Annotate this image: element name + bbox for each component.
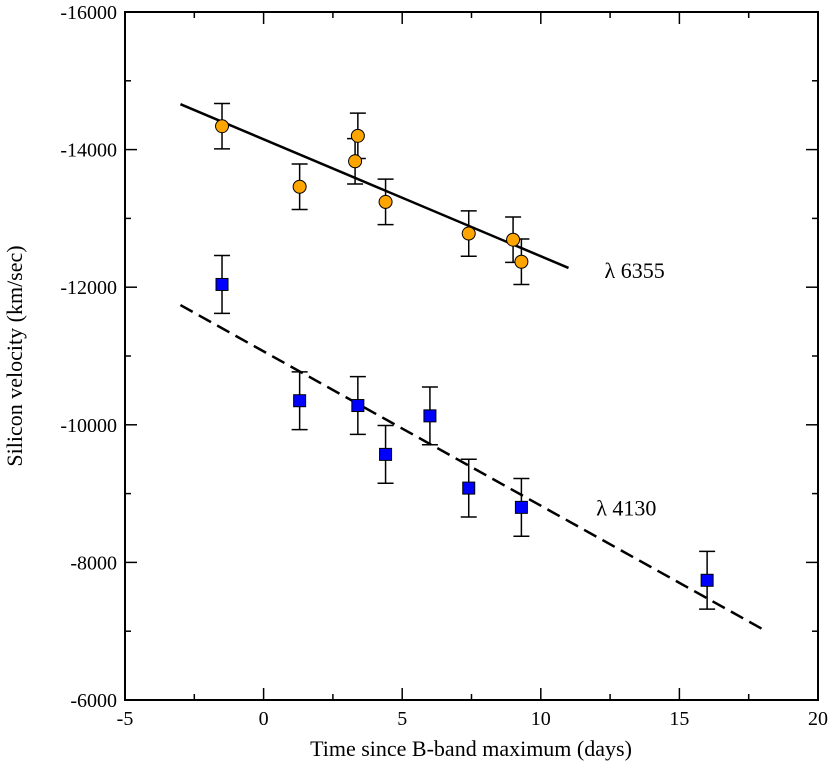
y-tick-label: -6000 — [70, 690, 117, 712]
point-6355-circle — [514, 254, 529, 269]
point-6355-circle — [215, 119, 230, 134]
error-bars — [214, 102, 716, 610]
x-tick-label: 0 — [259, 708, 269, 730]
axis-ticks: -5 0 5 10 15 20 -6000 -8000 -10000 -12000 -14000 -1… — [60, 2, 828, 730]
point-6355-circle — [461, 226, 476, 241]
fit-line-6355 — [179, 103, 570, 270]
series-annotation: λ 6355 — [605, 258, 665, 283]
fit-line-4130 — [179, 303, 764, 631]
y-tick-label: -14000 — [60, 140, 117, 162]
x-tick-label: -5 — [117, 708, 134, 730]
fit-lines — [179, 103, 764, 631]
point-4130-square — [379, 447, 393, 461]
x-tick-label: 15 — [669, 708, 689, 730]
y-axis-label: Silicon velocity (km/sec) — [2, 245, 27, 466]
point-4130-square — [462, 481, 476, 495]
annotations: λ 6355 λ 4130 — [596, 258, 664, 520]
x-tick-label: 5 — [397, 708, 407, 730]
y-tick-label: -10000 — [60, 415, 117, 437]
point-6355-circle — [292, 179, 307, 194]
point-6355-circle — [348, 154, 363, 169]
point-4130-square — [700, 573, 714, 587]
point-6355-circle — [378, 194, 393, 209]
data-points — [215, 119, 714, 587]
x-axis-label: Time since B-band maximum (days) — [310, 736, 632, 761]
y-tick-label: -8000 — [70, 552, 117, 574]
point-6355-circle — [506, 232, 521, 247]
y-tick-label: -12000 — [60, 277, 117, 299]
point-4130-square — [351, 399, 365, 413]
point-4130-square — [423, 409, 437, 423]
series-annotation: λ 4130 — [596, 495, 656, 520]
point-4130-square — [215, 277, 229, 291]
point-4130-square — [514, 500, 528, 514]
x-tick-label: 20 — [808, 708, 828, 730]
point-6355-circle — [350, 128, 365, 143]
point-4130-square — [293, 394, 307, 408]
y-tick-label: -16000 — [60, 2, 117, 24]
plot-frame — [124, 11, 819, 701]
x-tick-label: 10 — [531, 708, 551, 730]
